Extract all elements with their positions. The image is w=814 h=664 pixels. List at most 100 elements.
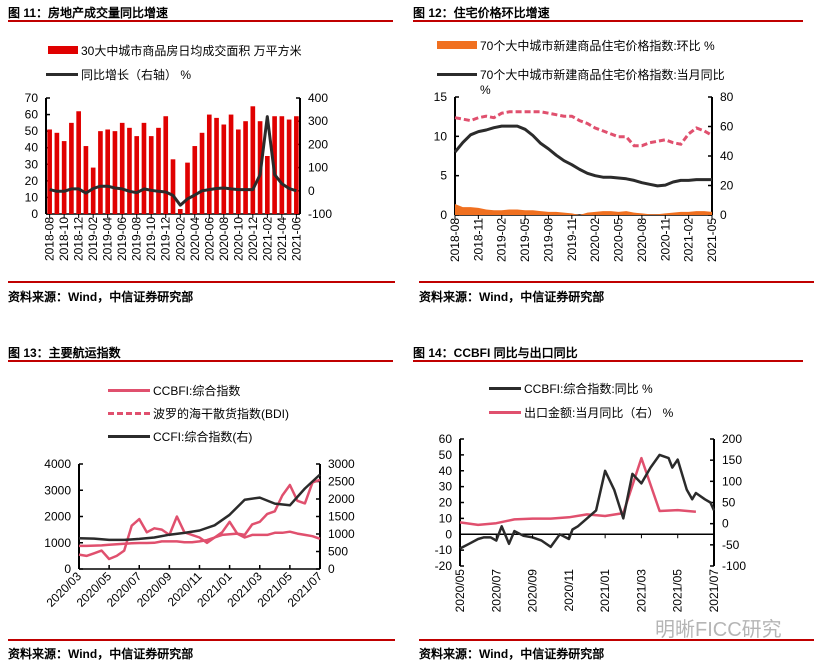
legend-swatch-bar [48, 46, 78, 54]
figure-13-bottom-rule [8, 639, 395, 641]
x-tick-label: 2020-10 [231, 217, 245, 261]
bar [170, 159, 176, 214]
legend-swatch-dashed-pink [108, 412, 150, 415]
figure-12-legend-area: 70个大中城市新建商品住宅价格指数:环比 % [437, 37, 715, 54]
figure-13-legend-ccbfi: CCBFI:综合指数 [108, 382, 240, 399]
bar [156, 127, 161, 214]
yoy-line [453, 124, 712, 188]
left-y-tick-label: 70 [25, 91, 39, 105]
bdi-line [78, 478, 321, 561]
bar [127, 127, 132, 214]
figure-12-chart: 0 5 10 15 0 20 40 60 80 2018-08 2018-11 2019-02 2019… [434, 90, 734, 262]
right-y-tick-label: 200 [722, 432, 742, 446]
figure-12-legend-line: 70个大中城市新建商品住宅价格指数:当月同比 % [437, 66, 725, 97]
right-y-tick-label: 0 [308, 184, 315, 198]
right-y-tick-label: 100 [308, 161, 328, 175]
figure-11-bottom-rule [8, 281, 395, 283]
left-y-tick-label: -10 [435, 543, 453, 557]
figure-14-legend-ccbfi-yoy: CCBFI:综合指数:同比 % [489, 380, 653, 397]
bar [243, 121, 248, 214]
x-tick-label: 2019-11 [565, 218, 579, 261]
bar [61, 141, 67, 214]
right-y-tick-label: 0 [720, 208, 727, 222]
right-y-tick-label: -100 [308, 207, 332, 221]
left-y-tick-label: 50 [25, 124, 39, 138]
x-tick-label: 2019-08 [130, 217, 144, 261]
figure-12-source: 资料来源：Wind，中信证券研究部 [419, 290, 605, 304]
x-tick-label: 2021-02 [682, 218, 696, 262]
right-y-tick-label: 40 [720, 149, 734, 163]
ccbfi-line [79, 530, 321, 548]
legend-swatch-solid-pink [108, 389, 150, 392]
x-tick-label: 2020-12 [246, 217, 260, 261]
figure-14-top-rule [413, 360, 803, 362]
bar [163, 116, 169, 214]
bar [279, 116, 285, 214]
x-tick-label: 2018-12 [72, 217, 86, 261]
right-y-tick-label: -100 [722, 559, 746, 573]
figure-14-bottom-rule [419, 639, 814, 641]
figure-14-source: 资料来源：Wind，中信证券研究部 [419, 647, 605, 661]
x-tick-label: 2020-06 [202, 217, 216, 261]
x-tick-label: 2021/05 [671, 569, 685, 613]
figure-13-source: 资料来源：Wind，中信证券研究部 [8, 647, 194, 661]
left-y-tick-label: -20 [435, 559, 453, 573]
x-tick-label: 2019-12 [159, 217, 173, 261]
legend-swatch-line [437, 73, 477, 76]
figure-13-legend-ccfi: CCFI:综合指数(右) [108, 428, 252, 445]
yoy-growth-line [49, 115, 297, 207]
legend-label: CCFI:综合指数(右) [153, 430, 253, 444]
right-y-tick-label: 50 [722, 496, 736, 510]
right-y-tick-label: 400 [308, 91, 328, 105]
x-tick-label: 2020/09 [526, 569, 540, 613]
bar [199, 132, 205, 214]
figure-14-title: 图 14：CCBFI 同比与出口同比 [413, 346, 578, 360]
figure-13-legend-bdi: 波罗的海干散货指数(BDI) [108, 405, 289, 422]
bar [214, 117, 219, 214]
left-y-tick-label: 10 [25, 190, 39, 204]
right-y-tick-label: 60 [720, 120, 734, 134]
x-tick-label: 2020-02 [173, 217, 187, 261]
left-y-tick-label: 10 [439, 511, 453, 525]
bar [265, 156, 270, 214]
legend-label: 同比增长（右轴） % [81, 68, 192, 82]
x-tick-label: 2019-02 [86, 217, 100, 261]
bar [112, 131, 118, 214]
x-tick-label: 2020/11 [562, 569, 576, 612]
left-y-tick-label: 0 [445, 527, 452, 541]
x-tick-label: 2020-11 [658, 218, 672, 261]
mom-change-area [455, 204, 712, 215]
figure-14-chart: -20-100102030405060-100-5005010015020020… [435, 432, 747, 613]
right-y-tick-label: 2500 [328, 475, 355, 489]
bar [235, 129, 241, 214]
x-tick-label: 2021-06 [289, 217, 303, 261]
right-y-tick-label: 3000 [328, 457, 355, 471]
right-y-tick-label: -50 [722, 538, 740, 552]
left-y-tick-label: 1000 [44, 536, 71, 550]
legend-swatch-pink [489, 411, 521, 414]
bar [294, 116, 299, 214]
x-tick-label: 2018-11 [471, 218, 485, 261]
figure-12-panel: 图 12：住宅价格环比增速 70个大中城市新建商品住宅价格指数:环比 % 70个… [407, 0, 814, 310]
legend-label-unit: % [480, 83, 491, 97]
left-y-tick-label: 3000 [44, 483, 71, 497]
x-tick-label: 2020-08 [217, 217, 231, 261]
right-y-tick-label: 150 [722, 453, 742, 467]
ccfi-line [78, 473, 321, 542]
right-y-tick-label: 0 [328, 562, 335, 576]
legend-label: CCBFI:综合指数 [153, 384, 241, 398]
left-y-tick-label: 40 [25, 141, 39, 155]
legend-swatch-black [108, 435, 150, 438]
figure-14-panel: 图 14：CCBFI 同比与出口同比 CCBFI:综合指数:同比 % 出口金额:… [407, 330, 814, 664]
figure-13-title: 图 13：主要航运指数 [8, 346, 121, 360]
x-tick-label: 2021/03 [634, 569, 648, 613]
x-tick-label: 2020/05 [453, 569, 467, 613]
legend-label: 出口金额:当月同比（右） % [524, 406, 674, 420]
bar [47, 129, 52, 214]
figure-13-panel: 图 13：主要航运指数 CCBFI:综合指数 波罗的海干散货指数(BDI) CC… [0, 330, 395, 664]
legend-label: 30大中城市商品房日均成交面积 万平方米 [81, 44, 302, 58]
x-tick-label: 2021-02 [260, 217, 274, 261]
bar [206, 114, 212, 214]
bar [105, 129, 111, 214]
